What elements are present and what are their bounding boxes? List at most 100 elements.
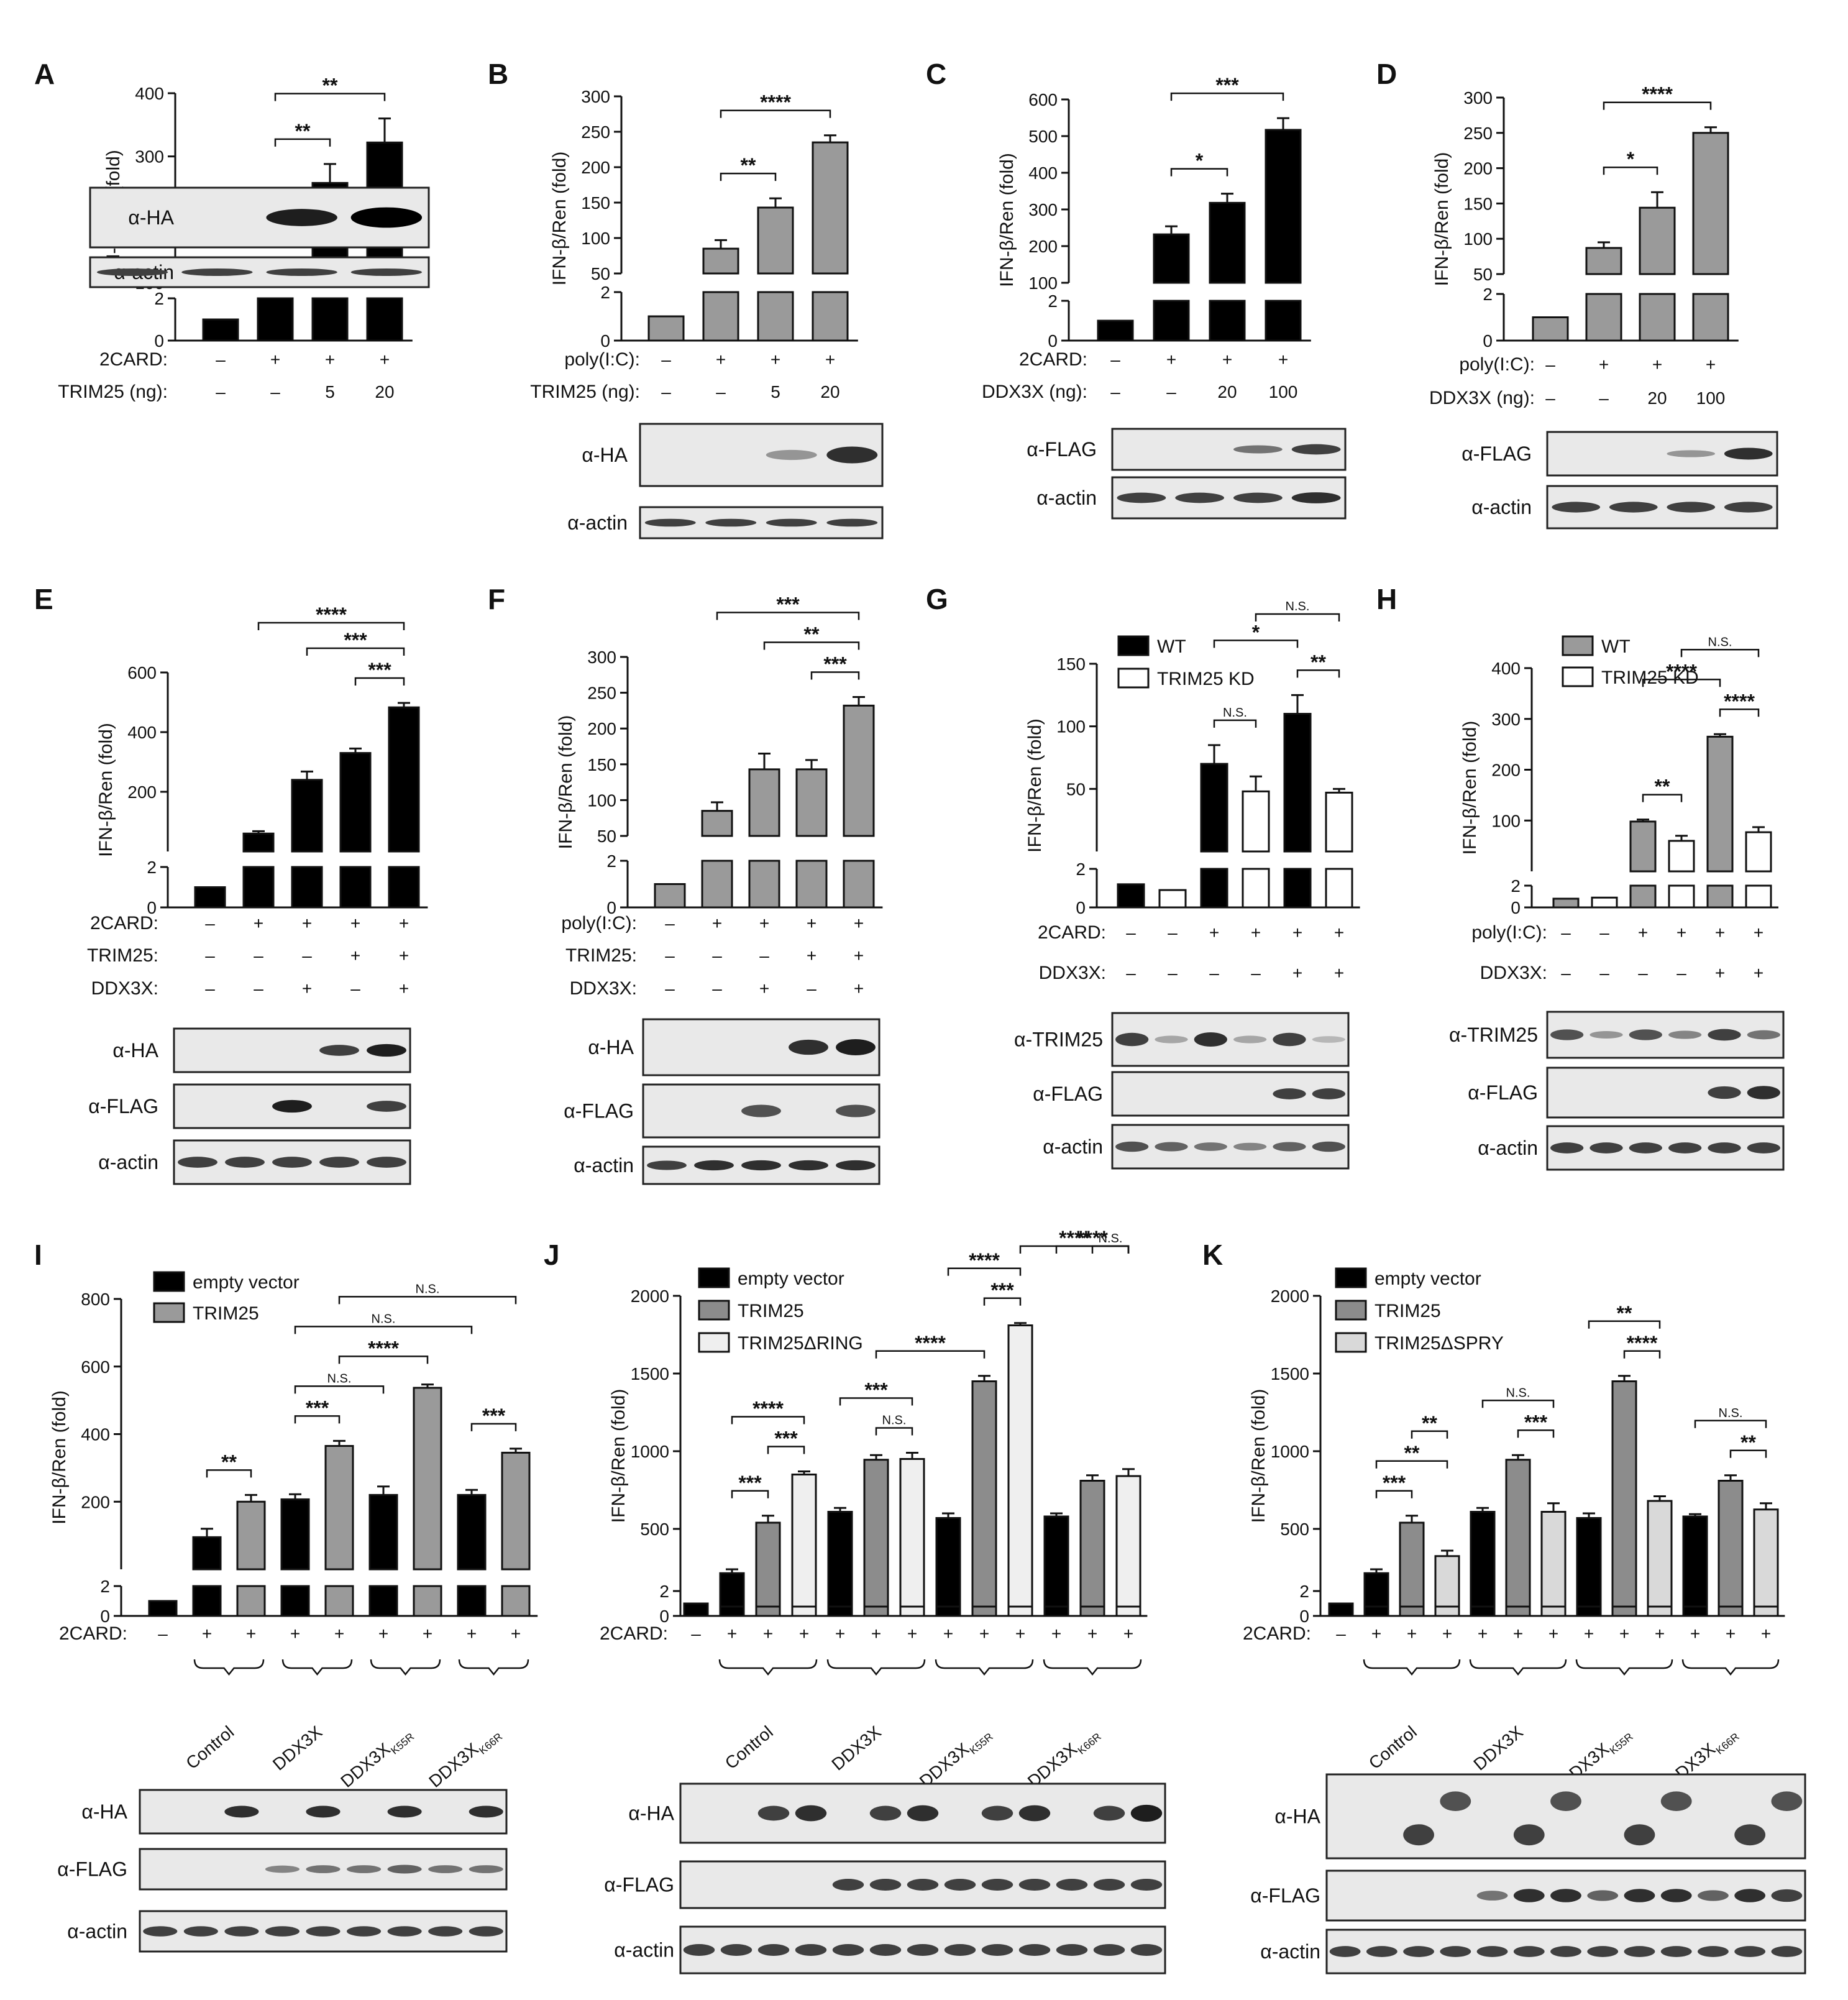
condition-value: – — [1209, 963, 1219, 983]
panel-h: H 100 200 300 400 0 2 IFN-β/Ren (fold) WT TRIM25 … — [1376, 583, 1785, 1171]
bar — [843, 860, 875, 909]
group-label-main: DDX3X — [269, 1722, 326, 1774]
condition-value: – — [1251, 963, 1261, 983]
significance-bracket — [1411, 1430, 1448, 1439]
bar — [324, 1585, 354, 1617]
significance-label: ** — [1741, 1431, 1756, 1454]
condition-value: + — [907, 1624, 917, 1643]
bar — [311, 297, 349, 342]
significance-bracket — [294, 1326, 473, 1334]
blot-band — [1440, 1791, 1471, 1811]
condition-value: – — [158, 1624, 168, 1643]
bar — [812, 141, 849, 275]
condition-value: – — [1126, 963, 1136, 983]
bar — [1434, 1555, 1460, 1608]
blot-band — [1668, 1030, 1702, 1039]
bar — [257, 297, 294, 342]
bar — [236, 1585, 266, 1617]
blot-label: α-FLAG — [1461, 443, 1532, 465]
significance-label: ** — [741, 154, 756, 177]
group-brace — [1043, 1659, 1142, 1676]
blot-band — [1093, 1805, 1125, 1821]
condition-value: + — [759, 979, 769, 998]
blot-band — [683, 1944, 715, 1956]
blot-band — [347, 1865, 382, 1873]
y-axis-label: IFN-β/Ren (fold) — [1025, 718, 1045, 853]
bar — [1639, 206, 1676, 275]
blot-band — [469, 1926, 503, 1937]
blot-band — [1734, 1946, 1766, 1957]
legend-swatch — [698, 1300, 730, 1321]
blot-band — [1624, 1946, 1655, 1957]
significance-bracket — [731, 1490, 769, 1498]
blot-band — [944, 1944, 976, 1956]
y-tick-label: 2 — [1048, 291, 1058, 311]
y-tick-label: 100 — [581, 229, 610, 248]
y-axis-label: IFN-β/Ren (fold) — [608, 1389, 629, 1523]
condition-value: + — [1754, 963, 1763, 983]
legend-swatch — [1335, 1300, 1367, 1321]
y-tick-label: 150 — [1056, 654, 1086, 674]
significance-label: *** — [738, 1472, 762, 1494]
bar — [291, 866, 323, 909]
blot-band — [1366, 1946, 1397, 1957]
significance-bracket — [810, 671, 860, 680]
bar — [1585, 293, 1622, 342]
y-tick-label: 250 — [581, 122, 610, 142]
significance-label: ** — [1617, 1302, 1632, 1324]
panel-label: B — [488, 58, 508, 90]
condition-value: – — [1166, 382, 1176, 401]
y-tick-label: 150 — [587, 755, 616, 774]
bar — [1505, 1459, 1531, 1608]
condition-value: + — [854, 946, 864, 965]
bar — [1753, 1508, 1779, 1608]
blot-band — [1624, 1889, 1655, 1902]
blot-band — [1312, 1141, 1345, 1152]
y-tick-label: 250 — [1463, 124, 1493, 143]
blot-band — [1550, 1029, 1584, 1040]
blot-band — [647, 1160, 687, 1170]
blot-band — [1403, 1946, 1434, 1957]
legend-swatch — [698, 1332, 730, 1353]
blot-label: α-actin — [614, 1939, 674, 1961]
condition-value: + — [1754, 923, 1763, 942]
bar — [791, 1474, 817, 1608]
condition-value: + — [1442, 1624, 1452, 1643]
blot-band — [224, 1926, 259, 1937]
significance-bracket — [1603, 166, 1658, 175]
significance-bracket — [1729, 1449, 1767, 1458]
significance-label: *** — [774, 1428, 798, 1450]
group-label-main: Control — [1365, 1722, 1420, 1773]
significance-label: *** — [823, 653, 847, 676]
significance-label: *** — [864, 1379, 888, 1401]
significance-label: **** — [1642, 83, 1673, 106]
significance-label: N.S. — [1286, 600, 1310, 613]
bar — [1283, 713, 1312, 853]
significance-bracket — [983, 1297, 1022, 1306]
blot-label: α-actin — [567, 511, 628, 534]
y-tick-label: 50 — [591, 264, 610, 283]
blot-frame — [1546, 1011, 1785, 1059]
bar — [148, 1600, 178, 1617]
legend-label: TRIM25 KD — [1157, 669, 1255, 689]
bar — [702, 291, 739, 342]
blot-band — [143, 1926, 178, 1937]
blot-band — [306, 1805, 341, 1818]
condition-value: – — [691, 1624, 701, 1643]
condition-value: + — [1676, 923, 1686, 942]
bar — [1647, 1500, 1673, 1608]
condition-value: – — [1126, 923, 1136, 942]
group-brace — [1681, 1659, 1780, 1676]
group-label: Control — [182, 1722, 237, 1773]
blot-frame — [1111, 1071, 1350, 1117]
condition-value: – — [1336, 1624, 1346, 1643]
blot-band — [224, 1805, 259, 1818]
significance-label: **** — [915, 1332, 946, 1354]
blot-band — [1660, 1889, 1692, 1902]
blot-band — [1590, 1031, 1623, 1039]
group-label-sub: K55R — [388, 1731, 416, 1757]
condition-value: – — [661, 382, 671, 401]
significance-bracket — [1694, 1420, 1767, 1428]
bar — [701, 860, 733, 909]
